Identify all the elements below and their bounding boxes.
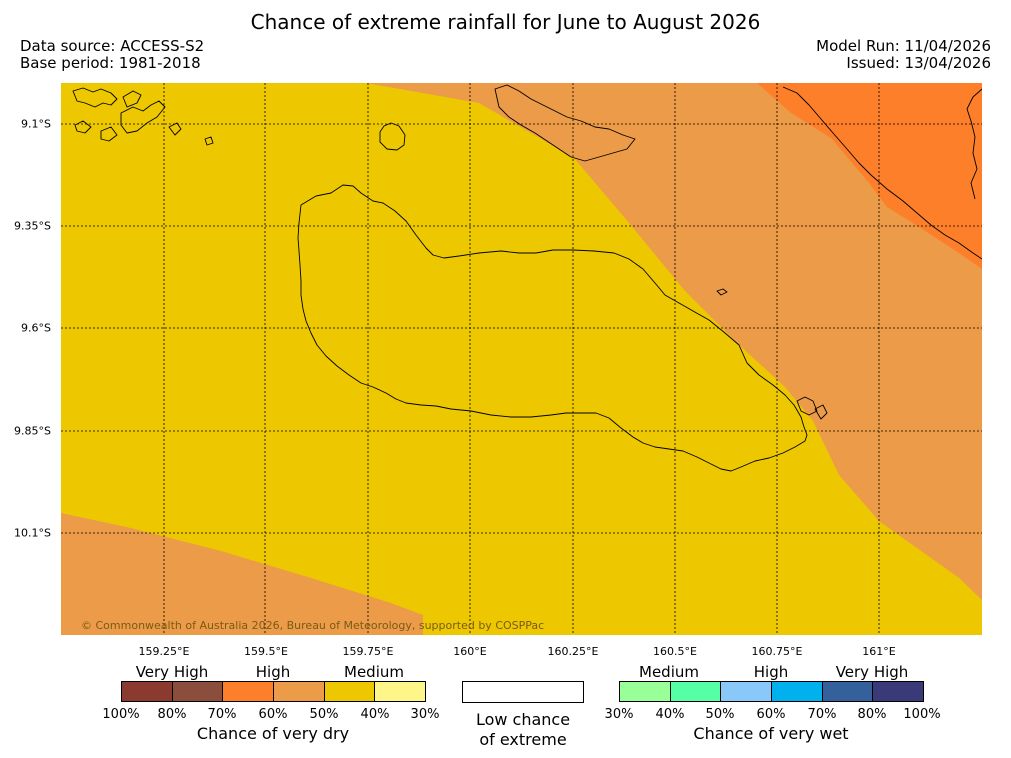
lat-label: 9.1°S (21, 117, 51, 131)
lat-label: 9.35°S (14, 219, 51, 233)
page-title: Chance of extreme rainfall for June to A… (250, 10, 761, 34)
wet-medium-label: Medium (639, 663, 699, 681)
wet-tick-label: 50% (705, 707, 735, 722)
dry-swatch (223, 682, 275, 701)
lon-label: 160.75°E (751, 645, 803, 658)
dry-very-high-label: Very High (135, 663, 209, 681)
dry-tick-label: 40% (360, 707, 390, 722)
coastline-small-island (379, 122, 406, 151)
run-info: Model Run: 11/04/2026 Issued: 13/04/2026 (816, 38, 991, 72)
dry-tick-label: 70% (207, 707, 237, 722)
low-chance-caption: Low chance of extreme (476, 710, 570, 750)
coastline-east-island (782, 86, 982, 260)
lon-label: 161°E (862, 645, 896, 658)
coastline-main-island (297, 184, 808, 472)
zone-high-dry-strong (757, 83, 982, 269)
wet-high-label: High (753, 663, 789, 681)
coastline-east-coast-north (966, 88, 982, 200)
dry-tick-label: 30% (410, 707, 440, 722)
lat-label: 10.1°S (14, 526, 51, 540)
lat-label: 9.6°S (21, 321, 51, 335)
zone-high-dry-southwest (61, 513, 423, 635)
wet-tick-label: 100% (903, 707, 941, 722)
wet-very-high-label: Very High (835, 663, 909, 681)
dry-tick-label: 50% (309, 707, 339, 722)
dry-medium-label: Medium (344, 663, 404, 681)
map-canvas (61, 83, 982, 635)
lon-label: 159.25°E (138, 645, 190, 658)
coastline-east-islets (796, 396, 828, 420)
wet-tick-label: 40% (655, 707, 685, 722)
lon-label: 160°E (453, 645, 487, 658)
wet-swatch (721, 682, 773, 701)
dry-swatch (172, 682, 224, 701)
lon-label: 159.5°E (244, 645, 288, 658)
wet-colorbar (619, 681, 924, 702)
dry-swatch (375, 682, 426, 701)
wet-swatch (822, 682, 874, 701)
dry-tick-label: 60% (258, 707, 288, 722)
low-chance-line1: Low chance (475, 710, 571, 729)
dry-colorbar (121, 681, 426, 702)
data-source-text: Data source: ACCESS-S2 (20, 37, 205, 55)
lon-label: 159.75°E (342, 645, 394, 658)
source-info: Data source: ACCESS-S2 Base period: 1981… (20, 38, 204, 72)
gridlines (61, 83, 982, 635)
coastline-northwest-islands (72, 87, 214, 146)
issued-text: Issued: 13/04/2026 (846, 54, 991, 72)
wet-tick-label: 70% (807, 707, 837, 722)
base-period-text: Base period: 1981-2018 (20, 54, 201, 72)
dry-swatch (274, 682, 325, 701)
wet-caption: Chance of very wet (693, 724, 849, 743)
low-chance-line2: of extreme (479, 730, 567, 749)
model-run-text: Model Run: 11/04/2026 (816, 37, 991, 55)
dry-swatch (122, 682, 173, 701)
coastline-north-islands (494, 84, 636, 162)
dry-tick-label: 80% (157, 707, 187, 722)
dry-tick-label: 100% (102, 707, 140, 722)
dry-swatch (324, 682, 376, 701)
map-panel (61, 83, 982, 635)
coastlines (72, 84, 982, 472)
wet-swatch (772, 682, 823, 701)
dry-high-label: High (255, 663, 291, 681)
wet-swatch (670, 682, 722, 701)
coastline-islet (716, 288, 728, 296)
lon-label: 160.25°E (547, 645, 599, 658)
low-chance-swatch (462, 681, 584, 703)
wet-tick-label: 30% (604, 707, 634, 722)
zone-high-dry-northeast (366, 83, 982, 600)
wet-tick-label: 60% (756, 707, 786, 722)
wet-swatch (873, 682, 924, 701)
wet-tick-label: 80% (857, 707, 887, 722)
lat-label: 9.85°S (14, 424, 51, 438)
dry-caption: Chance of very dry (196, 724, 350, 743)
wet-swatch (620, 682, 671, 701)
lon-label: 160.5°E (653, 645, 697, 658)
copyright-notice: © Commonwealth of Australia 2026, Bureau… (81, 619, 545, 632)
